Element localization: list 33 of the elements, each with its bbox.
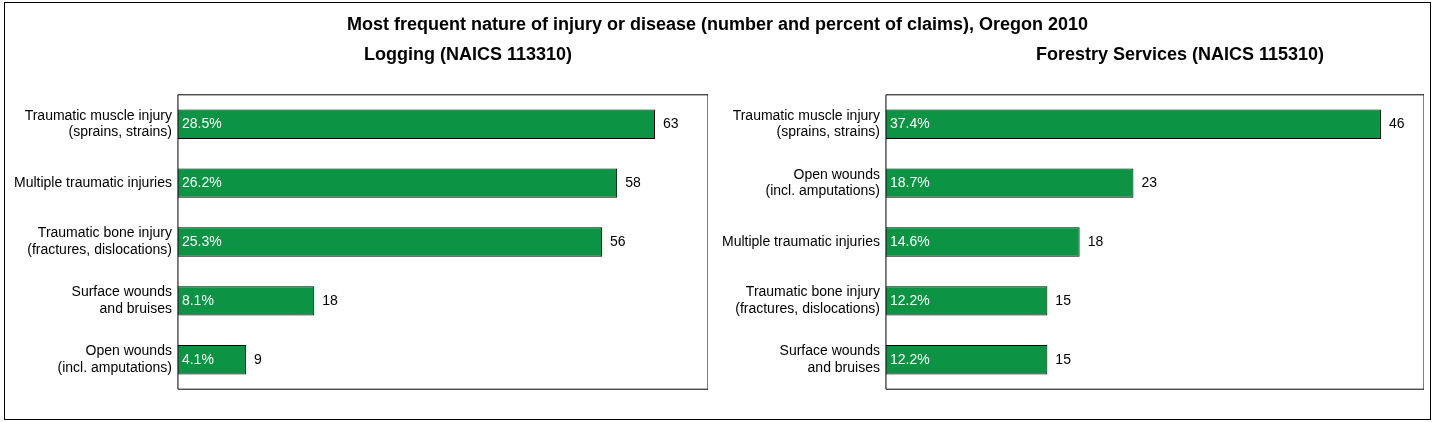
y-tick-label: Multiple traumatic injuries (13, 173, 172, 190)
data-label: 18 (1087, 232, 1104, 249)
y-tick-label: Open wounds (incl. amputations) (765, 165, 880, 199)
chart-subtitle: Forestry Services (NAICS 115310) (1034, 44, 1326, 66)
y-tick-label: Surface wounds and bruises (71, 283, 172, 317)
annotation: 37.4% (889, 115, 930, 132)
annotation: 12.2% (889, 350, 930, 367)
y-tick-label: Surface wounds and bruises (779, 342, 880, 376)
annotation: 8.1% (181, 291, 214, 308)
annotation: 18.7% (889, 173, 930, 190)
y-tick-label: Multiple traumatic injuries (721, 232, 880, 249)
chart-subtitle: Logging (NAICS 113310) (362, 44, 573, 66)
chart-title: Most frequent nature of injury or disease (number and percent of claims), Oregon 2010 (345, 14, 1090, 35)
annotation: 12.2% (889, 291, 930, 308)
annotation: 4.1% (181, 350, 214, 367)
data-label: 15 (1055, 291, 1072, 308)
annotation: 26.2% (181, 173, 222, 190)
y-tick-label: Open wounds (incl. amputations) (57, 342, 172, 376)
y-tick-label: Traumatic bone injury (fractures, dislocations) (735, 283, 880, 317)
data-label: 18 (322, 291, 339, 308)
data-label: 63 (662, 115, 679, 132)
data-label: 23 (1141, 173, 1158, 190)
y-tick-label: Traumatic muscle injury (sprains, strains) (732, 106, 880, 140)
annotation: 25.3% (181, 232, 222, 249)
data-label: 15 (1055, 350, 1072, 367)
annotation: 14.6% (889, 232, 930, 249)
y-tick-label: Traumatic bone injury (fractures, dislocations) (27, 224, 172, 258)
data-label: 58 (625, 173, 641, 190)
data-label: 46 (1388, 115, 1405, 132)
data-label: 56 (609, 232, 626, 249)
annotation: 28.5% (181, 115, 222, 132)
data-label: 9 (254, 350, 263, 367)
y-tick-label: Traumatic muscle injury (sprains, strains) (24, 106, 172, 140)
